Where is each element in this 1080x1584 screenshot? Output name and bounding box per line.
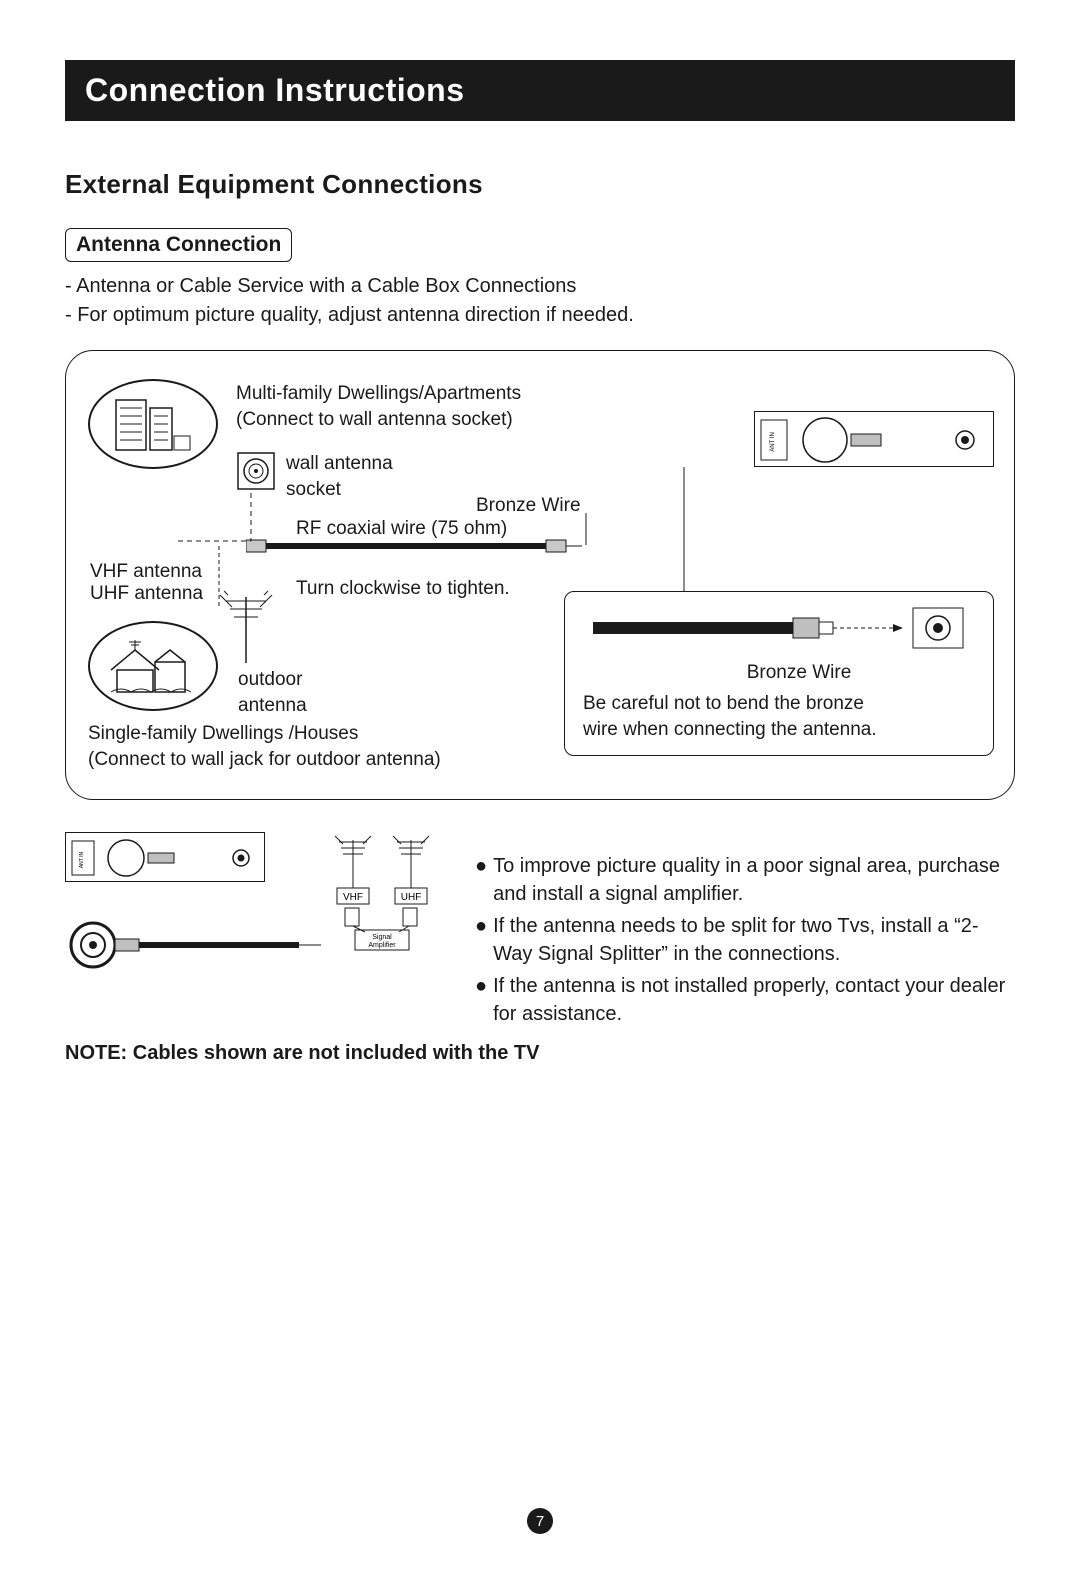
bullet-icon: ● bbox=[475, 912, 487, 968]
connector-detail-icon bbox=[583, 606, 973, 650]
wall-socket-label: wall antenna socket bbox=[286, 451, 393, 502]
bullet-icon: ● bbox=[475, 852, 487, 908]
antenna-diagram: Multi-family Dwellings/Apartments (Conne… bbox=[65, 350, 1015, 800]
tv-port-panel: ANT IN bbox=[754, 411, 994, 467]
coax-cable-icon bbox=[246, 537, 586, 555]
house-icon bbox=[88, 621, 218, 711]
detail-bronze-label: Bronze Wire bbox=[623, 660, 975, 686]
lower-row: ANT IN bbox=[65, 832, 1015, 1032]
vhf-uhf-icon: VHF UHF Signal Amplifier bbox=[303, 832, 443, 952]
page-title-bar: Connection Instructions bbox=[65, 60, 1015, 121]
section-heading: External Equipment Connections bbox=[65, 169, 1015, 200]
single-family-label: Single-family Dwellings /Houses (Connect… bbox=[88, 721, 441, 772]
tighten-label: Turn clockwise to tighten. bbox=[296, 576, 510, 602]
tip-item: If the antenna is not installed properly… bbox=[493, 972, 1015, 1028]
subsection-label: Antenna Connection bbox=[65, 228, 292, 262]
apartment-icon bbox=[88, 379, 218, 469]
svg-text:ANT IN: ANT IN bbox=[79, 851, 85, 868]
page-title: Connection Instructions bbox=[85, 72, 465, 108]
intro-list: - Antenna or Cable Service with a Cable … bbox=[65, 272, 1015, 330]
connection-lines bbox=[584, 465, 784, 605]
note-text: NOTE: Cables shown are not included with… bbox=[65, 1042, 1015, 1065]
amplifier-diagram: ANT IN bbox=[65, 832, 445, 1032]
outdoor-antenna-label: outdoor antenna bbox=[238, 667, 307, 718]
uhf-label: UHF antenna bbox=[90, 581, 203, 607]
svg-text:UHF: UHF bbox=[401, 892, 422, 903]
bullet-icon: ● bbox=[475, 972, 487, 1028]
intro-line: - Antenna or Cable Service with a Cable … bbox=[65, 272, 1015, 301]
svg-text:ANT IN: ANT IN bbox=[770, 432, 776, 452]
outdoor-antenna-icon bbox=[206, 587, 286, 667]
intro-line: - For optimum picture quality, adjust an… bbox=[65, 301, 1015, 330]
svg-text:Amplifier: Amplifier bbox=[368, 942, 396, 949]
building-svg bbox=[108, 394, 198, 454]
detail-callout: Bronze Wire Be careful not to bend the b… bbox=[564, 591, 994, 756]
tip-item: To improve picture quality in a poor sig… bbox=[493, 852, 1015, 908]
svg-text:Signal: Signal bbox=[372, 934, 392, 941]
dashed-line bbox=[176, 491, 266, 551]
page-number: 7 bbox=[527, 1508, 553, 1534]
tips-list: ●To improve picture quality in a poor si… bbox=[475, 832, 1015, 1032]
multi-family-label: Multi-family Dwellings/Apartments (Conne… bbox=[236, 381, 521, 432]
bronze-wire-top-label: Bronze Wire bbox=[476, 493, 581, 519]
detail-warning: Be careful not to bend the bronze wire w… bbox=[583, 691, 975, 742]
tip-item: If the antenna needs to be split for two… bbox=[493, 912, 1015, 968]
svg-text:VHF: VHF bbox=[343, 892, 363, 903]
cable-to-amp-icon bbox=[65, 900, 325, 990]
